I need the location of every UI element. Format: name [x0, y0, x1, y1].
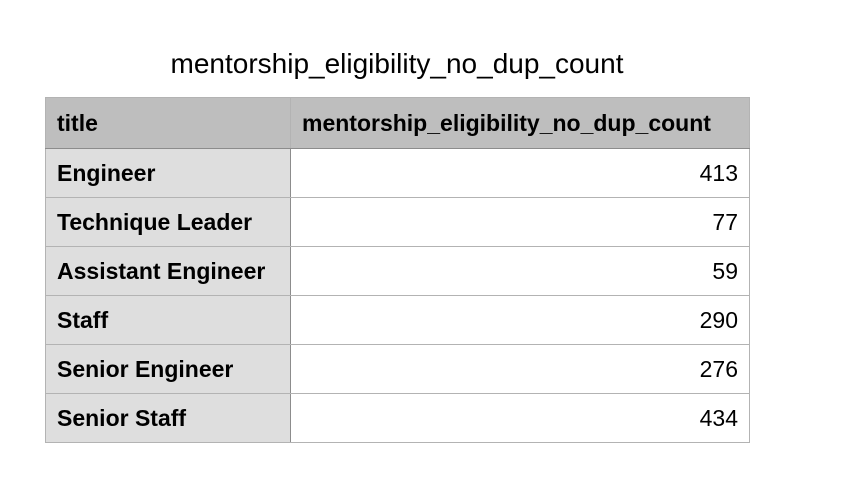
row-label: Engineer — [45, 148, 291, 198]
table-row: Senior Staff 434 — [45, 393, 750, 443]
row-label: Senior Staff — [45, 393, 291, 443]
table-row: Engineer 413 — [45, 148, 750, 198]
table-row: Senior Engineer 276 — [45, 344, 750, 394]
column-header-title: title — [45, 97, 291, 149]
table-row: Assistant Engineer 59 — [45, 246, 750, 296]
row-label: Staff — [45, 295, 291, 345]
row-label: Senior Engineer — [45, 344, 291, 394]
table-row: Technique Leader 77 — [45, 197, 750, 247]
table-row: Staff 290 — [45, 295, 750, 345]
row-value: 59 — [290, 246, 750, 296]
row-value: 276 — [290, 344, 750, 394]
row-label: Technique Leader — [45, 197, 291, 247]
table-title: mentorship_eligibility_no_dup_count — [170, 48, 624, 79]
row-label: Assistant Engineer — [45, 246, 291, 296]
row-value: 434 — [290, 393, 750, 443]
row-value: 290 — [290, 295, 750, 345]
column-header-count: mentorship_eligibility_no_dup_count — [290, 97, 750, 149]
data-table: title mentorship_eligibility_no_dup_coun… — [45, 97, 750, 443]
row-value: 413 — [290, 148, 750, 198]
row-value: 77 — [290, 197, 750, 247]
header-row: title mentorship_eligibility_no_dup_coun… — [45, 97, 750, 149]
